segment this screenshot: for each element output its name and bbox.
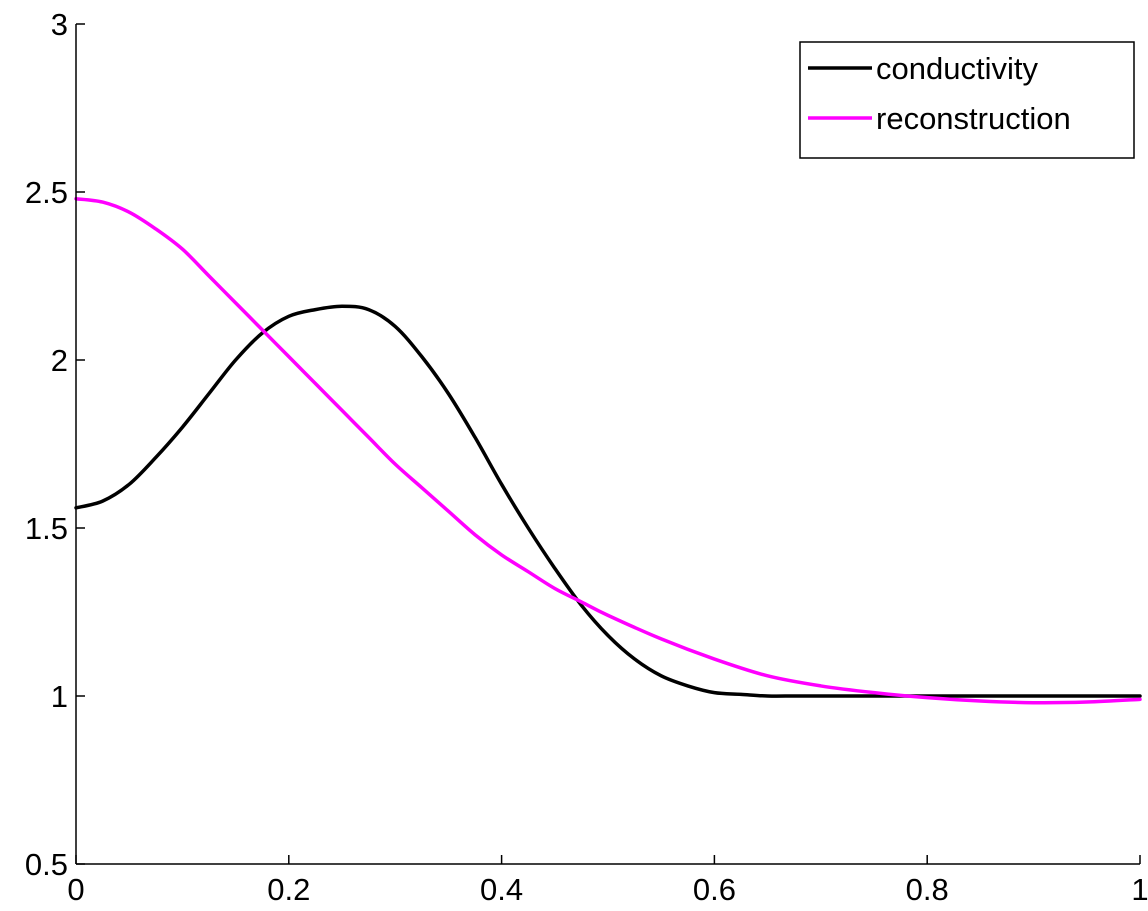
legend-box bbox=[799, 41, 1135, 159]
plot-area bbox=[76, 24, 1140, 864]
tick-layer: 0 0.2 0.4 0.6 0.8 1 0.5 1 1.5 2 2.5 3 bbox=[25, 7, 1148, 907]
legend-label-reconstruction: reconstruction bbox=[876, 101, 1071, 136]
y-tick-label: 0.5 bbox=[25, 847, 68, 882]
y-tick-label: 3 bbox=[51, 7, 68, 42]
series-layer bbox=[74, 196, 1142, 705]
plot-background bbox=[76, 24, 1140, 864]
x-tick-label: 0.6 bbox=[693, 872, 736, 907]
x-tick-label: 0 bbox=[67, 872, 84, 907]
y-tick-label: 2.5 bbox=[25, 175, 68, 210]
y-tick-label: 2 bbox=[51, 343, 68, 378]
legend: conductivity reconstruction bbox=[799, 41, 1135, 159]
x-tick-label: 0.2 bbox=[267, 872, 310, 907]
series-line-reconstruction bbox=[74, 196, 1142, 705]
y-tick-label: 1.5 bbox=[25, 511, 68, 546]
x-tick-label: 0.8 bbox=[906, 872, 949, 907]
x-tick-label: 1 bbox=[1131, 872, 1148, 907]
legend-label-conductivity: conductivity bbox=[876, 51, 1038, 86]
x-tick-label: 0.4 bbox=[480, 872, 523, 907]
y-tick-label: 1 bbox=[51, 679, 68, 714]
axes-layer bbox=[75, 24, 1140, 865]
series-line-conductivity bbox=[74, 304, 1142, 698]
